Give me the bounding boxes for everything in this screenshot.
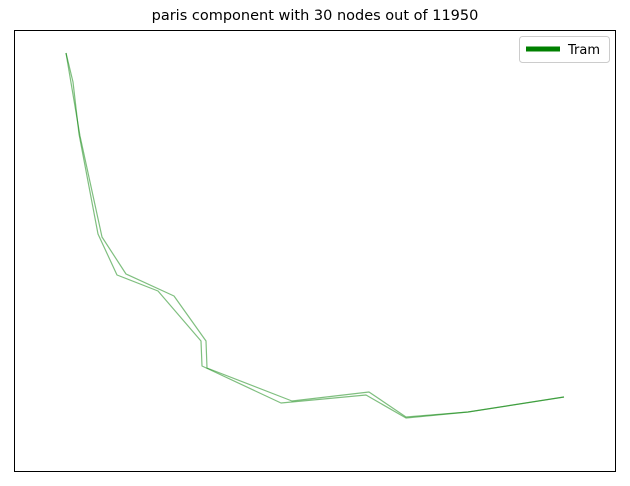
series-line-tram-2 — [65, 52, 565, 418]
chart-title: paris component with 30 nodes out of 119… — [151, 8, 479, 24]
legend-box — [519, 36, 610, 63]
plot-area — [14, 30, 616, 472]
series-layer — [65, 52, 565, 419]
series-line-tram-1 — [65, 52, 565, 419]
legend-label-tram: Tram — [567, 43, 600, 58]
legend: Tram — [519, 36, 610, 63]
